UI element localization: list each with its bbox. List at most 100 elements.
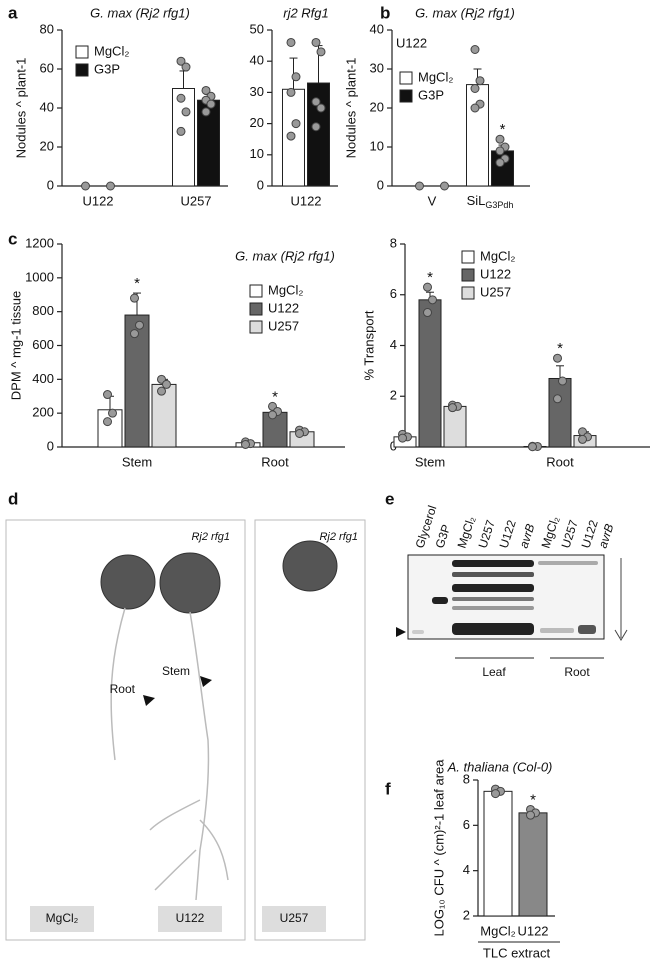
legend-label: MgCl₂ [418,69,453,84]
data-point [268,410,277,420]
y-tick-label: 6 [390,286,397,301]
y-tick-label: 20 [250,115,264,130]
y-tick-label: 400 [32,371,54,386]
data-point [311,37,321,47]
lane-label: MgCl₂ [455,514,479,550]
legend-swatch [461,286,475,300]
legend-swatch [399,71,413,85]
y-tick-label: 30 [250,84,264,99]
lane-label: U257 [559,518,581,550]
y-tick-label: 8 [390,235,397,250]
lane-label: U122 [497,518,519,550]
data-point [157,386,166,396]
data-point [553,394,562,404]
chart-title: rj2 Rfg1 [283,5,329,20]
legend-label: U257 [480,284,511,299]
data-point [495,134,505,144]
data-point [415,181,424,191]
data-point [398,433,407,443]
y-tick-label: 0 [47,177,54,192]
y-tick-label: 50 [250,21,264,36]
x-tick-label: MgCl₂ [480,923,515,938]
x-tick-label: U257 [180,193,211,208]
bar [518,812,548,917]
y-tick-label: 60 [40,60,54,75]
data-point [470,84,480,93]
legend-label: MgCl₂ [268,282,303,297]
x-tick-label: Stem [415,454,445,469]
lane-label: avrB [517,522,538,550]
y-tick-label: 30 [370,60,384,75]
data-point [286,37,296,47]
data-point [108,408,117,418]
y-tick-label: 8 [463,771,470,786]
y-tick-label: 4 [390,337,397,352]
legend-label: MgCl₂ [480,248,515,263]
label-box [158,906,222,932]
chart-title: G. max (Rj2 rfg1) [415,5,515,20]
data-point [553,353,562,363]
y-tick-label: 10 [250,146,264,161]
bar [418,299,442,448]
legend-swatch [461,250,475,264]
bar [443,405,467,448]
x-tick-label: U122 [290,193,321,208]
data-point [423,282,432,292]
data-point [162,379,171,389]
data-point [181,107,191,117]
data-point [448,403,457,413]
data-point [475,76,485,86]
group-label: Leaf [482,665,506,679]
panel-letter: d [8,489,18,508]
data-point [130,293,139,303]
data-point [528,442,537,452]
treatment-label: U122 [176,911,205,925]
genotype-label: Rj2 rfg1 [191,531,230,543]
data-point [291,119,301,129]
data-point [440,181,449,191]
stem [110,607,229,901]
significance-mark: * [427,269,433,286]
data-point [176,126,186,136]
x-tick-label: Root [261,454,289,469]
chart-title: G. max (Rj2 rfg1) [90,5,190,20]
y-tick-label: 4 [463,862,470,877]
data-point [423,308,432,318]
x-tick-label: U122 [82,193,113,208]
label-box [262,906,326,932]
bar [466,84,489,187]
data-point [491,789,500,799]
y-tick-label: 40 [250,53,264,68]
data-point [495,158,505,168]
y-tick-label: 6 [463,817,470,832]
significance-mark: * [557,340,563,357]
lane-label: G3P [433,523,454,550]
y-tick-label: 40 [40,99,54,114]
y-axis-label: % Transport [361,310,376,380]
legend-swatch [249,284,263,298]
data-point [311,122,321,132]
treatment-label: U257 [280,911,309,925]
y-axis-label: Nodules ^ plant-1 [13,58,28,159]
x-tick-label: SiLG3Pdh [467,193,514,210]
data-point [176,93,186,103]
legend-swatch [75,63,89,77]
y-tick-label: 20 [370,99,384,114]
y-tick-label: 600 [32,337,54,352]
chart-title: A. thaliana (Col-0) [447,759,553,774]
category-text: SiL [467,193,486,208]
data-point [241,439,250,449]
label-box [30,906,94,932]
y-tick-label: 2 [390,388,397,403]
data-point [103,417,112,427]
legend-swatch [75,45,89,59]
arrowhead [396,627,406,637]
data-point [135,320,144,330]
significance-mark: * [500,121,506,138]
legend-label: U257 [268,318,299,333]
direction-arrow [614,629,628,641]
data-point [81,181,90,191]
data-point [201,85,211,95]
y-axis-label: Nodules ^ plant-1 [343,58,358,159]
